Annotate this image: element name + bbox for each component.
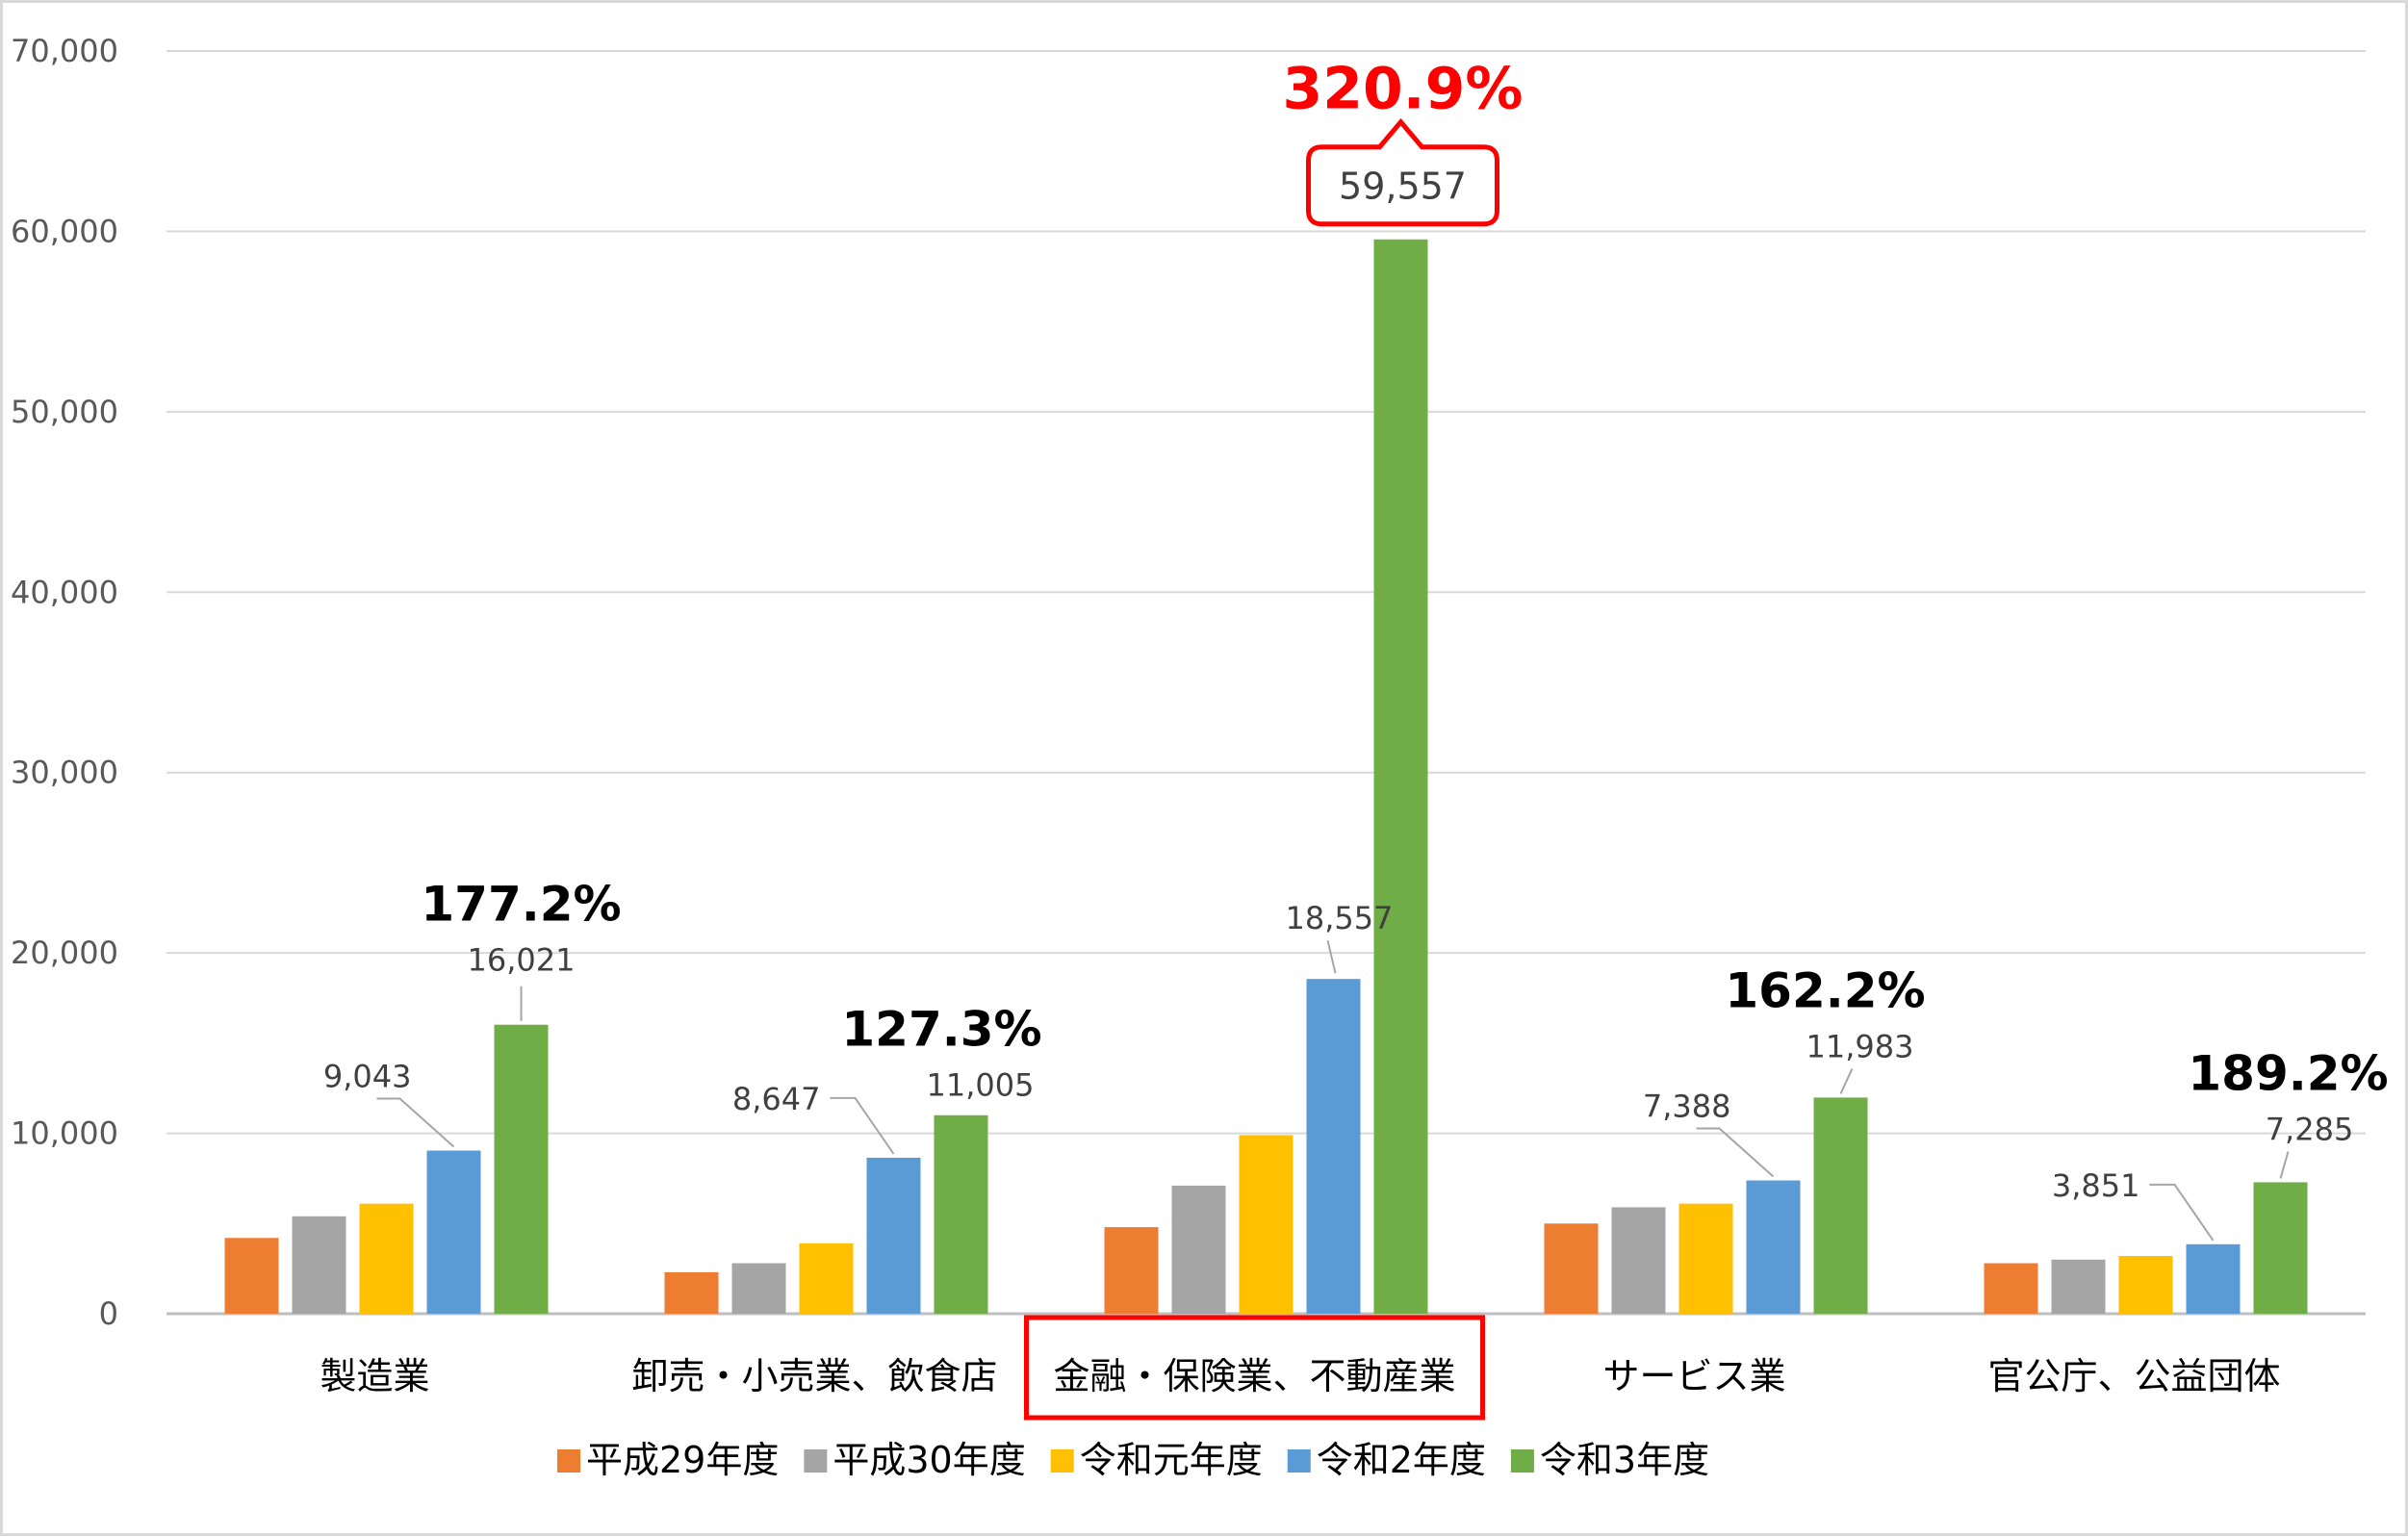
bar — [1544, 1223, 1599, 1314]
bar — [494, 1024, 549, 1314]
y-tick-label: 60,000 — [11, 213, 118, 249]
bar — [1813, 1097, 1868, 1314]
y-tick-label: 10,000 — [11, 1115, 118, 1152]
leader-line — [2279, 1151, 2290, 1179]
category-label: 官公庁、公益団体 — [1987, 1355, 2280, 1397]
bar — [1678, 1203, 1733, 1314]
y-tick-label: 40,000 — [11, 574, 118, 610]
y-tick-label: 0 — [99, 1295, 118, 1332]
bar — [664, 1271, 719, 1314]
legend-swatch — [804, 1449, 828, 1473]
bar — [799, 1242, 854, 1314]
data-labels: 9,043 16,021 8,647 11,005 18,557 59,557 7,388 1… — [323, 166, 2354, 1242]
bar-chart: 0 10,000 20,000 30,000 40,000 50,000 60,000 70,… — [11, 33, 2389, 1481]
legend-label: 平成30年度 — [833, 1439, 1025, 1481]
bar — [1746, 1180, 1801, 1314]
bar — [1611, 1207, 1666, 1314]
growth-rate-label: 177.2% — [421, 877, 621, 933]
growth-rate-label: 127.3% — [841, 1002, 1041, 1058]
callout-box — [1306, 117, 1499, 227]
y-tick-label: 30,000 — [11, 755, 118, 791]
bar — [934, 1114, 988, 1314]
bar — [1104, 1227, 1159, 1314]
bars — [224, 239, 2308, 1314]
growth-rate-label: 320.9% — [1283, 56, 1524, 123]
category-label: 卸売・小売業、飲食店 — [631, 1355, 997, 1397]
y-tick-label: 70,000 — [11, 33, 118, 69]
growth-rate-label: 189.2% — [2188, 1045, 2388, 1101]
y-axis-ticks: 0 10,000 20,000 30,000 40,000 50,000 60,000 70,… — [11, 33, 118, 1332]
leader-line — [1326, 939, 1337, 974]
legend-label: 令和2年度 — [1317, 1439, 1486, 1481]
value-label: 8,647 — [732, 1081, 821, 1117]
legend-swatch — [1287, 1449, 1311, 1473]
leader-line — [830, 1096, 895, 1155]
category-label: 金融・保険業、不動産業 — [1053, 1355, 1455, 1397]
bar — [1171, 1185, 1226, 1314]
bar — [866, 1157, 921, 1314]
category-label: サービス業 — [1602, 1355, 1785, 1397]
x-axis-categories: 製造業 卸売・小売業、飲食店 金融・保険業、不動産業 サービス業 官公庁、公益団体 — [320, 1355, 2280, 1397]
bar — [2186, 1243, 2241, 1314]
leader-line — [1696, 1127, 1775, 1178]
bar — [1239, 1135, 1294, 1314]
bar — [2051, 1259, 2106, 1314]
bar — [1306, 979, 1361, 1314]
y-tick-label: 20,000 — [11, 935, 118, 971]
leader-line — [1839, 1067, 1854, 1094]
bar — [224, 1238, 279, 1314]
value-label: 3,851 — [2052, 1167, 2140, 1204]
legend-label: 令和元年度 — [1080, 1439, 1263, 1481]
bar — [2118, 1256, 2173, 1314]
growth-rate-labels: 177.2% 127.3% 320.9% 162.2% 189.2% — [421, 56, 2388, 1102]
bar — [731, 1263, 786, 1314]
leader-line — [376, 1097, 455, 1148]
value-label: 7,285 — [2266, 1111, 2354, 1147]
value-label: 11,005 — [927, 1067, 1035, 1104]
bar — [2253, 1182, 2308, 1314]
legend-label: 令和3年度 — [1540, 1439, 1709, 1481]
value-label: 59,557 — [1339, 166, 1467, 208]
value-label: 7,388 — [1643, 1089, 1731, 1125]
legend-swatch — [1510, 1449, 1534, 1473]
bar — [292, 1216, 346, 1314]
y-tick-label: 50,000 — [11, 394, 118, 430]
highlight-box — [1024, 1315, 1485, 1421]
value-label: 9,043 — [323, 1059, 412, 1095]
value-label: 11,983 — [1806, 1028, 1914, 1064]
bar — [359, 1203, 414, 1314]
highlight-annotations — [1024, 117, 1499, 1421]
bar — [1984, 1263, 2038, 1314]
value-label: 16,021 — [468, 942, 576, 979]
category-label: 製造業 — [320, 1355, 429, 1397]
value-label: 18,557 — [1286, 900, 1394, 936]
bar — [426, 1150, 481, 1314]
legend: 平成29年度 平成30年度 令和元年度 令和2年度 令和3年度 — [557, 1439, 1709, 1481]
bar — [1373, 239, 1428, 1314]
legend-swatch — [557, 1449, 580, 1473]
legend-label: 平成29年度 — [586, 1439, 779, 1481]
legend-swatch — [1050, 1449, 1074, 1473]
leader-line — [2149, 1183, 2215, 1242]
growth-rate-label: 162.2% — [1725, 962, 1925, 1018]
